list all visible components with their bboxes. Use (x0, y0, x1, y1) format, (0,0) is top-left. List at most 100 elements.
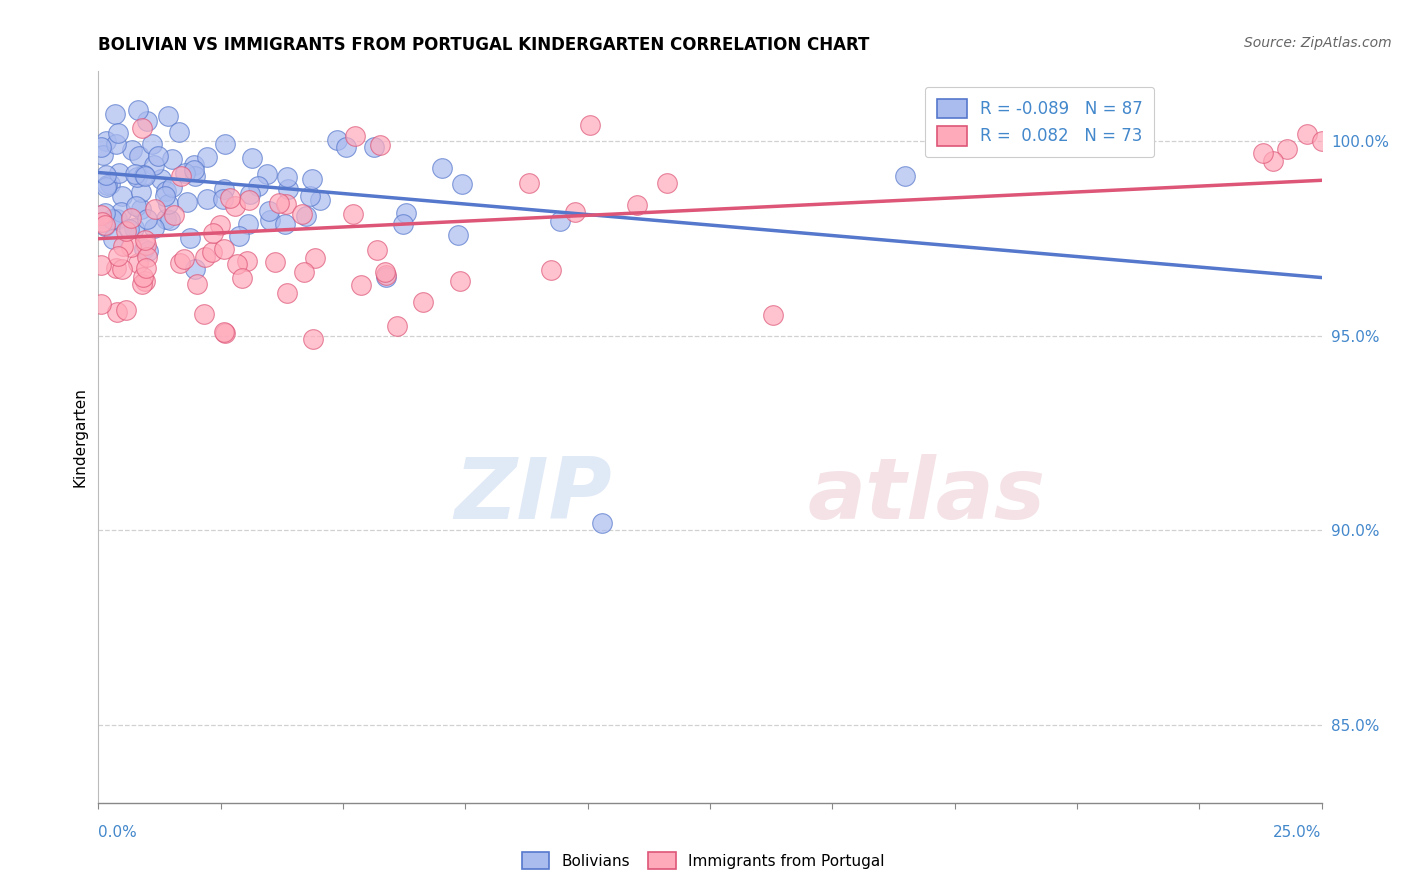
Point (219, 191, 242, 205)
Point (257, 203, 280, 218)
Point (160, 152, 183, 166)
Point (110, 205, 132, 219)
Point (176, 194, 198, 209)
Point (564, 204, 586, 219)
Point (155, 184, 177, 198)
Point (118, 221, 141, 235)
Point (374, 269, 396, 284)
Point (395, 206, 418, 220)
Point (451, 178, 474, 192)
Point (335, 140, 357, 154)
Point (131, 202, 153, 217)
Point (105, 211, 128, 226)
Point (277, 182, 299, 196)
Point (179, 231, 201, 245)
Point (156, 109, 179, 123)
Point (291, 207, 314, 221)
Point (256, 167, 278, 181)
Point (120, 240, 142, 254)
Point (107, 249, 129, 263)
Point (90, 258, 112, 272)
Point (111, 262, 134, 277)
Text: ZIP: ZIP (454, 454, 612, 537)
Point (368, 137, 391, 152)
Point (447, 228, 470, 243)
Point (111, 189, 134, 203)
Point (111, 239, 134, 253)
Point (104, 106, 127, 120)
Point (134, 169, 156, 184)
Point (193, 307, 215, 321)
Point (121, 143, 143, 157)
Point (1277, 142, 1299, 156)
Point (295, 209, 318, 223)
Text: 25.0%: 25.0% (1274, 825, 1322, 840)
Point (124, 168, 146, 182)
Point (129, 185, 152, 199)
Point (115, 224, 138, 238)
Point (127, 103, 149, 118)
Point (127, 256, 149, 270)
Point (135, 261, 157, 276)
Point (136, 244, 159, 259)
Point (655, 176, 678, 190)
Point (236, 218, 259, 232)
Point (150, 171, 173, 186)
Point (127, 169, 149, 184)
Point (517, 176, 540, 190)
Point (96, 178, 118, 192)
Point (184, 262, 207, 277)
Point (342, 207, 364, 221)
Point (325, 133, 347, 147)
Point (299, 188, 322, 202)
Text: 0.0%: 0.0% (98, 825, 138, 840)
Point (309, 193, 332, 207)
Point (302, 333, 325, 347)
Point (90, 139, 112, 153)
Point (115, 302, 138, 317)
Point (90, 209, 112, 223)
Point (105, 261, 128, 276)
Point (240, 152, 263, 166)
Point (762, 308, 785, 322)
Text: atlas: atlas (808, 454, 1046, 537)
Point (212, 242, 235, 256)
Point (374, 264, 396, 278)
Y-axis label: Kindergarten: Kindergarten (72, 387, 87, 487)
Point (107, 166, 129, 180)
Point (578, 118, 600, 132)
Point (153, 189, 176, 203)
Point (120, 211, 142, 225)
Point (143, 221, 166, 235)
Point (195, 192, 218, 206)
Point (231, 271, 253, 285)
Point (94, 134, 117, 148)
Point (141, 137, 163, 152)
Point (167, 125, 190, 139)
Point (90, 297, 112, 311)
Point (1251, 146, 1274, 161)
Point (392, 217, 415, 231)
Point (449, 274, 471, 288)
Point (128, 148, 150, 162)
Point (1296, 127, 1319, 141)
Point (267, 196, 290, 211)
Point (366, 243, 388, 257)
Point (591, 516, 613, 530)
Point (135, 237, 157, 252)
Point (224, 199, 246, 213)
Point (134, 233, 156, 247)
Point (540, 263, 562, 277)
Point (212, 325, 235, 339)
Point (183, 162, 205, 177)
Point (374, 268, 396, 282)
Point (214, 136, 236, 151)
Point (194, 250, 217, 264)
Point (226, 257, 249, 271)
Point (146, 149, 169, 163)
Point (247, 178, 270, 193)
Point (548, 213, 571, 227)
Point (142, 158, 165, 172)
Point (292, 265, 315, 279)
Point (155, 212, 177, 227)
